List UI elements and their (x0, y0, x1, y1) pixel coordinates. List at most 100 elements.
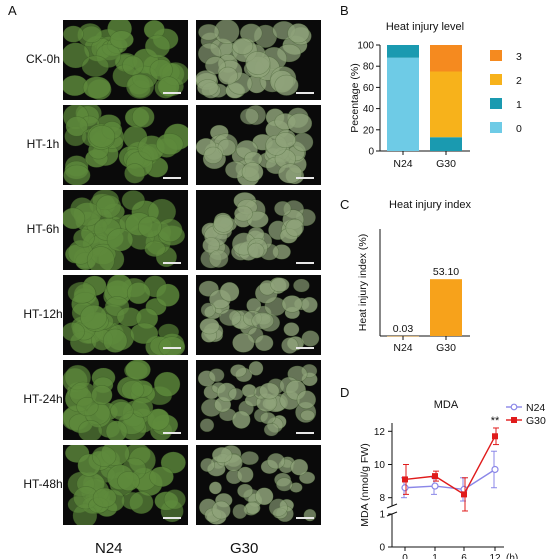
x-tick-label: N24 (393, 158, 412, 170)
leaf (197, 79, 219, 97)
plant-photo (63, 360, 188, 440)
y-tick-label: 8 (379, 493, 385, 504)
leaf (260, 411, 276, 425)
y-tick-label: 0 (368, 147, 374, 158)
data-point (402, 476, 408, 483)
leaf (121, 190, 146, 211)
leaf (230, 364, 247, 378)
column-label-n24: N24 (95, 540, 123, 557)
leaf (198, 23, 220, 41)
data-point (492, 433, 498, 440)
plant-photo (63, 20, 188, 100)
plant-photo (63, 105, 188, 185)
leaf (95, 194, 122, 219)
panel-label-c: C (340, 197, 350, 212)
series-line (404, 468, 496, 491)
scale-bar (163, 517, 181, 519)
leaf (241, 162, 264, 182)
leaf (110, 401, 134, 421)
row-label: HT-12h (23, 307, 63, 321)
leaf (293, 278, 310, 293)
leaf (91, 445, 117, 467)
x-tick-label: 6 (461, 553, 467, 559)
leaf (86, 246, 115, 270)
y-tick-label: 1 (379, 510, 385, 521)
leaf (268, 498, 288, 517)
leaf (277, 163, 303, 184)
scale-bar (163, 177, 181, 179)
leaf (251, 312, 274, 330)
x-tick-label: G30 (436, 342, 456, 354)
scale-bar (296, 432, 314, 434)
leaf (254, 334, 274, 352)
panel-label-b: B (340, 3, 349, 18)
leaf (208, 481, 222, 495)
scale-bar (296, 262, 314, 264)
leaf (283, 322, 300, 337)
bar-chart-heat-injury-index: Heat injury index Heat injury index (%) 0.… (357, 199, 471, 354)
leaf (202, 237, 220, 254)
series-line (404, 435, 496, 496)
legend-swatch (490, 122, 502, 133)
leaf (245, 51, 271, 75)
data-label: 53.10 (433, 266, 459, 278)
leaf (146, 408, 170, 431)
y-axis-label: Heat injury index (%) (357, 234, 369, 331)
leaf (63, 25, 84, 43)
plant-photo (196, 445, 321, 525)
leaf (301, 296, 318, 313)
legend-marker (510, 403, 518, 411)
leaf (92, 487, 117, 508)
y-tick-label: 60 (363, 83, 375, 94)
leaf (290, 458, 309, 476)
leaf (125, 73, 155, 100)
data-point (461, 491, 467, 498)
leaf (73, 228, 95, 248)
legend-label: 0 (516, 123, 522, 135)
legend-swatch (490, 50, 502, 61)
leaf (125, 360, 151, 381)
leaf (63, 164, 91, 185)
leaf (232, 503, 248, 519)
x-tick-label: N24 (393, 342, 412, 354)
legend-swatch (490, 98, 502, 109)
axis-break-mark (386, 503, 398, 509)
scale-bar (163, 347, 181, 349)
leaf (274, 201, 292, 216)
chart-title: Heat injury level (386, 21, 464, 33)
leaf (276, 477, 293, 492)
leaf (199, 317, 220, 335)
leaf (144, 240, 166, 257)
leaf (153, 371, 181, 397)
leaf (131, 397, 154, 418)
leaf (228, 387, 244, 401)
leaf (124, 163, 146, 184)
data-label: 0.03 (393, 323, 414, 335)
leaf (82, 76, 112, 99)
leaf (109, 30, 134, 49)
leaf (208, 249, 229, 268)
leaf (263, 422, 279, 437)
leaf (80, 304, 108, 330)
leaf (144, 34, 171, 59)
leaf (106, 228, 134, 252)
x-axis-label: (h) (506, 553, 518, 559)
leaf (204, 56, 226, 75)
leaf (65, 116, 88, 137)
plant-photo (63, 275, 188, 355)
y-tick-label: 10 (374, 460, 386, 471)
leaf (76, 396, 99, 417)
leaf (240, 451, 259, 466)
legend-label: N24 (526, 402, 545, 414)
leaf (81, 55, 109, 78)
leaf (80, 25, 103, 43)
row-label: HT-48h (23, 477, 63, 491)
legend-label: 1 (516, 99, 522, 111)
leaf (239, 108, 259, 125)
scale-bar (163, 432, 181, 434)
y-axis-label: MDA (nmol/g FW) (359, 443, 371, 526)
bar-segment (430, 71, 462, 138)
chart-title: MDA (434, 399, 459, 411)
plant-photo (196, 190, 321, 270)
leaf (217, 138, 236, 157)
